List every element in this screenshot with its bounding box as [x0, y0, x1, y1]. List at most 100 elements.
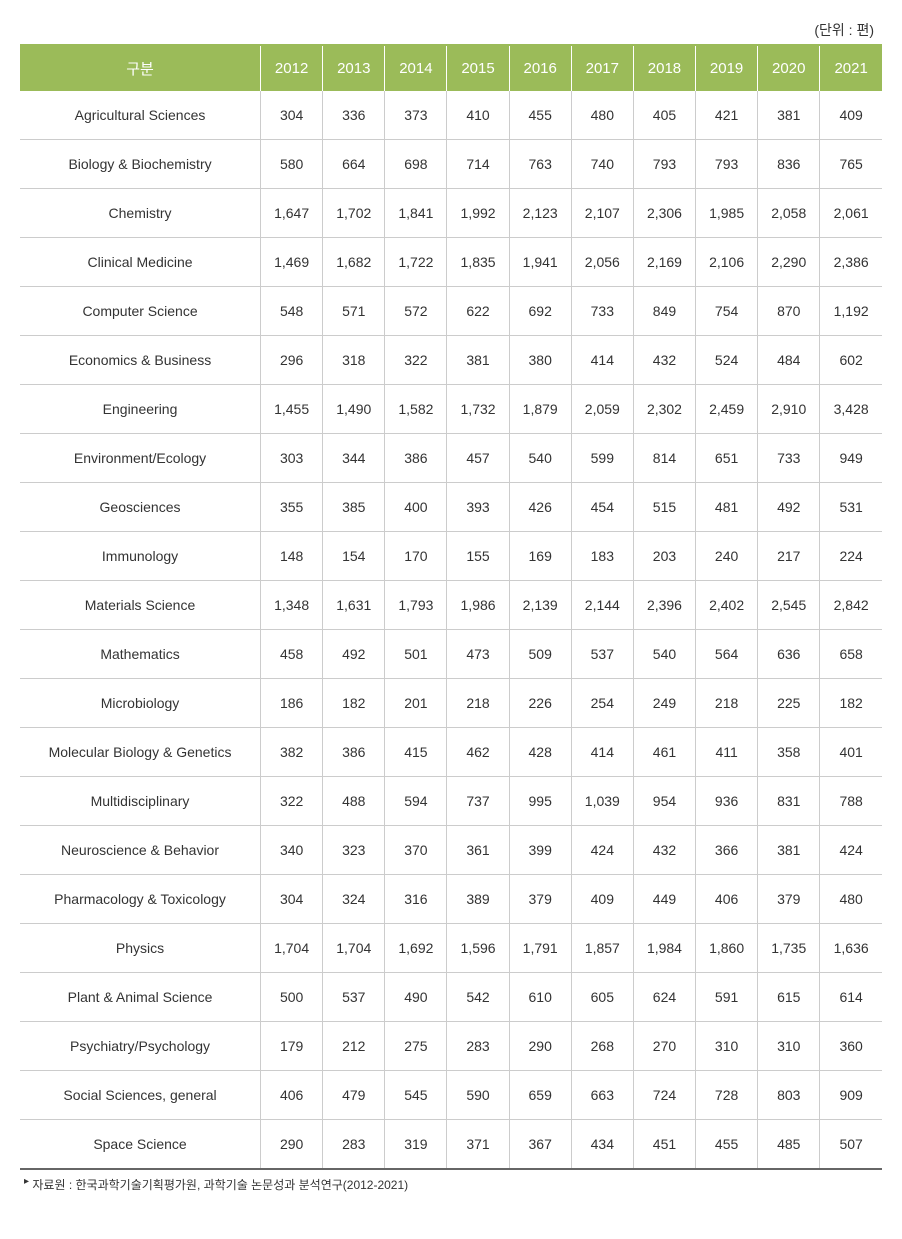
table-row: Biology & Biochemistry580664698714763740… [20, 140, 882, 189]
value-cell: 622 [447, 287, 509, 336]
value-cell: 380 [509, 336, 571, 385]
value-cell: 461 [633, 728, 695, 777]
value-cell: 1,636 [820, 924, 882, 973]
value-cell: 358 [758, 728, 820, 777]
value-cell: 1,039 [571, 777, 633, 826]
value-cell: 1,348 [261, 581, 323, 630]
year-header-2019: 2019 [696, 45, 758, 91]
value-cell: 788 [820, 777, 882, 826]
value-cell: 366 [696, 826, 758, 875]
value-cell: 415 [385, 728, 447, 777]
value-cell: 1,704 [323, 924, 385, 973]
value-cell: 355 [261, 483, 323, 532]
value-cell: 155 [447, 532, 509, 581]
value-cell: 692 [509, 287, 571, 336]
value-cell: 270 [633, 1022, 695, 1071]
table-row: Plant & Animal Science500537490542610605… [20, 973, 882, 1022]
value-cell: 319 [385, 1120, 447, 1170]
value-cell: 304 [261, 875, 323, 924]
category-cell: Social Sciences, general [20, 1071, 261, 1120]
value-cell: 421 [696, 91, 758, 140]
value-cell: 389 [447, 875, 509, 924]
value-cell: 218 [447, 679, 509, 728]
category-cell: Psychiatry/Psychology [20, 1022, 261, 1071]
value-cell: 663 [571, 1071, 633, 1120]
value-cell: 406 [696, 875, 758, 924]
value-cell: 602 [820, 336, 882, 385]
value-cell: 2,459 [696, 385, 758, 434]
value-cell: 2,842 [820, 581, 882, 630]
value-cell: 381 [758, 91, 820, 140]
unit-label: (단위 : 편) [20, 20, 882, 40]
value-cell: 733 [571, 287, 633, 336]
value-cell: 740 [571, 140, 633, 189]
value-cell: 240 [696, 532, 758, 581]
value-cell: 1,702 [323, 189, 385, 238]
value-cell: 399 [509, 826, 571, 875]
value-cell: 1,682 [323, 238, 385, 287]
value-cell: 2,545 [758, 581, 820, 630]
value-cell: 322 [261, 777, 323, 826]
value-cell: 501 [385, 630, 447, 679]
category-cell: Molecular Biology & Genetics [20, 728, 261, 777]
value-cell: 290 [261, 1120, 323, 1170]
value-cell: 370 [385, 826, 447, 875]
category-header: 구분 [20, 45, 261, 91]
value-cell: 179 [261, 1022, 323, 1071]
value-cell: 400 [385, 483, 447, 532]
value-cell: 1,857 [571, 924, 633, 973]
value-cell: 154 [323, 532, 385, 581]
value-cell: 226 [509, 679, 571, 728]
value-cell: 542 [447, 973, 509, 1022]
value-cell: 249 [633, 679, 695, 728]
value-cell: 283 [447, 1022, 509, 1071]
value-cell: 268 [571, 1022, 633, 1071]
value-cell: 432 [633, 826, 695, 875]
value-cell: 479 [323, 1071, 385, 1120]
year-header-2018: 2018 [633, 45, 695, 91]
value-cell: 624 [633, 973, 695, 1022]
category-cell: Geosciences [20, 483, 261, 532]
value-cell: 658 [820, 630, 882, 679]
value-cell: 1,722 [385, 238, 447, 287]
value-cell: 1,879 [509, 385, 571, 434]
category-cell: Physics [20, 924, 261, 973]
value-cell: 203 [633, 532, 695, 581]
value-cell: 537 [571, 630, 633, 679]
value-cell: 405 [633, 91, 695, 140]
value-cell: 728 [696, 1071, 758, 1120]
value-cell: 296 [261, 336, 323, 385]
table-body: Agricultural Sciences3043363734104554804… [20, 91, 882, 1169]
value-cell: 793 [696, 140, 758, 189]
value-cell: 323 [323, 826, 385, 875]
value-cell: 393 [447, 483, 509, 532]
value-cell: 615 [758, 973, 820, 1022]
value-cell: 275 [385, 1022, 447, 1071]
table-row: Geosciences35538540039342645451548149253… [20, 483, 882, 532]
value-cell: 803 [758, 1071, 820, 1120]
value-cell: 2,139 [509, 581, 571, 630]
value-cell: 580 [261, 140, 323, 189]
year-header-2017: 2017 [571, 45, 633, 91]
value-cell: 1,732 [447, 385, 509, 434]
value-cell: 636 [758, 630, 820, 679]
table-row: Agricultural Sciences3043363734104554804… [20, 91, 882, 140]
value-cell: 2,061 [820, 189, 882, 238]
value-cell: 457 [447, 434, 509, 483]
table-row: Space Science290283319371367434451455485… [20, 1120, 882, 1170]
value-cell: 360 [820, 1022, 882, 1071]
value-cell: 186 [261, 679, 323, 728]
value-cell: 492 [758, 483, 820, 532]
value-cell: 870 [758, 287, 820, 336]
category-cell: Immunology [20, 532, 261, 581]
value-cell: 590 [447, 1071, 509, 1120]
value-cell: 733 [758, 434, 820, 483]
value-cell: 406 [261, 1071, 323, 1120]
value-cell: 591 [696, 973, 758, 1022]
table-row: Neuroscience & Behavior34032337036139942… [20, 826, 882, 875]
value-cell: 217 [758, 532, 820, 581]
value-cell: 473 [447, 630, 509, 679]
value-cell: 310 [696, 1022, 758, 1071]
value-cell: 488 [323, 777, 385, 826]
value-cell: 386 [323, 728, 385, 777]
